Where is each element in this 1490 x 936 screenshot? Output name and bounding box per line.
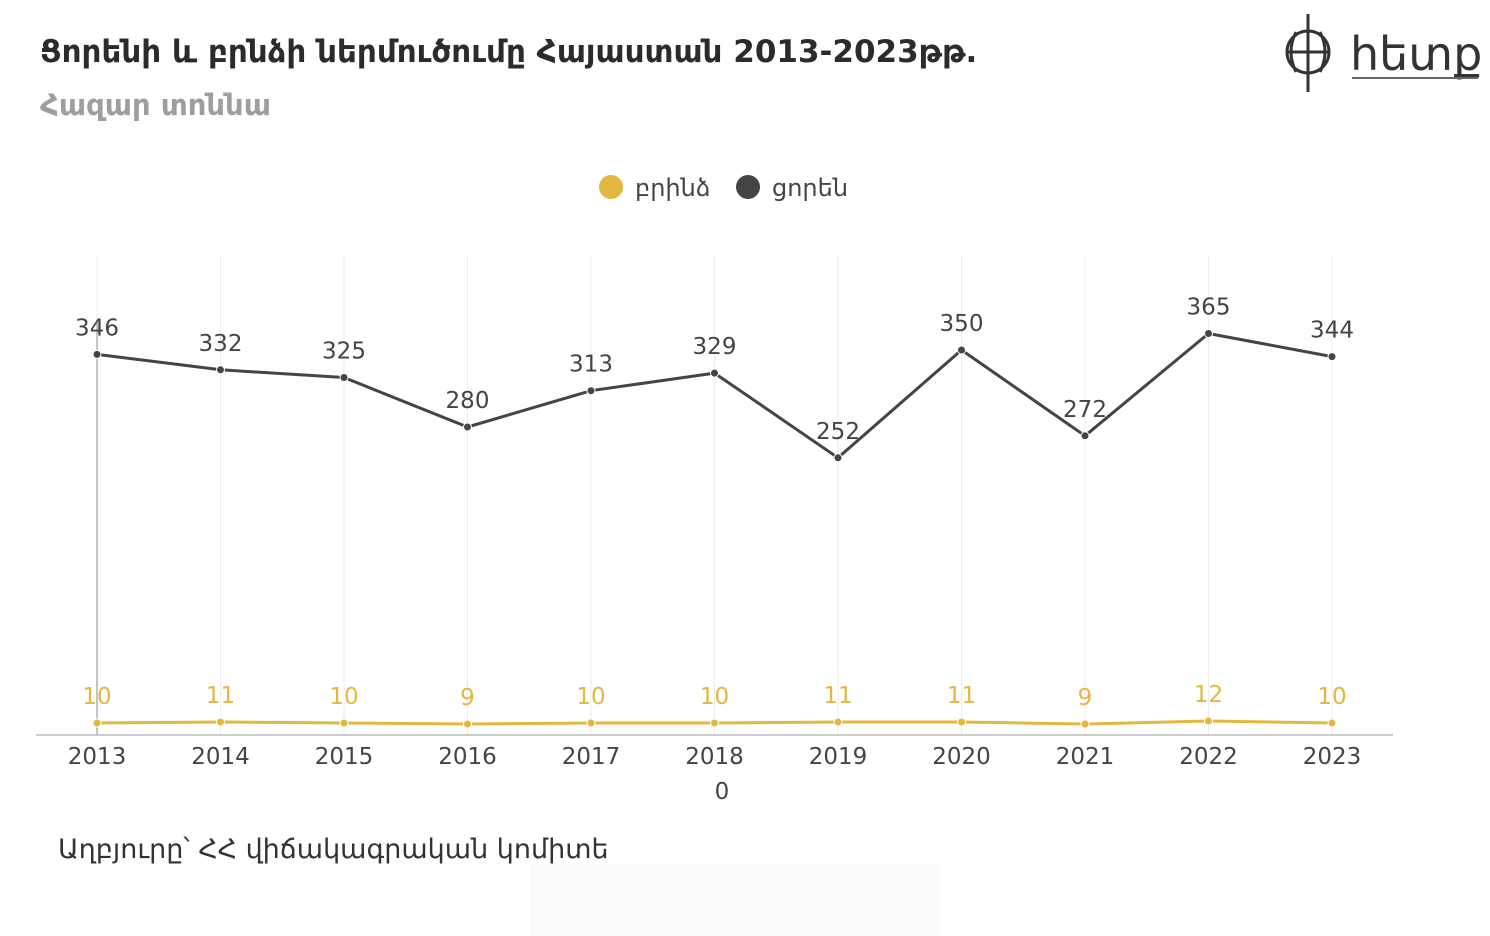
data-point	[957, 717, 966, 727]
data-point	[1204, 329, 1213, 338]
data-point	[339, 718, 349, 728]
legend-marker	[736, 175, 760, 199]
data-point	[1327, 718, 1337, 728]
data-label: 329	[693, 334, 737, 360]
data-point	[586, 718, 596, 728]
x-tick-label: 2014	[191, 744, 250, 770]
data-label: 313	[569, 352, 613, 378]
data-label: 280	[446, 388, 490, 414]
chart-series	[92, 329, 1337, 729]
data-point	[1204, 716, 1213, 726]
x-tick-label: 2021	[1056, 744, 1115, 770]
data-label: 9	[1078, 685, 1093, 711]
data-label: 252	[816, 419, 860, 445]
data-label: 350	[940, 311, 984, 337]
x-tick-label: 2016	[438, 744, 497, 770]
data-point	[92, 718, 102, 728]
x-tick-label: 2023	[1303, 744, 1362, 770]
data-point	[957, 345, 966, 355]
chart-subtitle: Հազար տոննա	[40, 88, 271, 122]
data-label: 272	[1063, 397, 1107, 423]
x-tick-label: 2020	[932, 744, 991, 770]
x-tick-label: 2013	[68, 744, 127, 770]
logo-emblem-icon	[1285, 14, 1331, 92]
data-label: 10	[576, 684, 605, 710]
data-label: 11	[823, 683, 852, 709]
data-label: 10	[82, 684, 111, 710]
data-point	[586, 386, 596, 396]
data-point	[216, 717, 225, 727]
x-tick-label: 2022	[1179, 744, 1238, 770]
data-label: 332	[199, 331, 243, 357]
data-label: 11	[947, 683, 976, 709]
line-chart: բրինձ ցորեն 2013 2014 2015 2016 2017 2018 2019 2…	[36, 174, 1393, 805]
x-tick-label: 2018	[685, 744, 744, 770]
x-tick-label: 2017	[562, 744, 621, 770]
faint-background-box	[530, 864, 940, 936]
hetq-logo: հետք	[1285, 14, 1482, 92]
data-point	[1080, 719, 1090, 729]
data-point	[833, 717, 843, 727]
x-tick-label: 2019	[809, 744, 868, 770]
data-label: 12	[1194, 682, 1223, 708]
data-label: 10	[700, 684, 729, 710]
data-point	[710, 368, 719, 378]
data-point	[92, 349, 102, 359]
x-tick-label: 2015	[315, 744, 374, 770]
source-note: Աղբյուրը՝ ՀՀ վիճակագրական կոմիտե	[58, 834, 609, 865]
data-point	[710, 718, 719, 728]
data-label: 9	[460, 685, 475, 711]
legend-label: ցորեն	[772, 174, 848, 202]
legend-label: բրինձ	[635, 174, 710, 202]
data-point	[216, 365, 225, 375]
chart-legend: բրինձ ցորեն	[599, 174, 848, 202]
chart-title: Ցորենի և բրնձի ներմուծումը Հայաստան 2013…	[40, 34, 978, 70]
legend-marker	[599, 175, 623, 199]
data-label: 10	[1317, 684, 1346, 710]
chart-data-labels: 10 11 10 9 10 10 11 11 9 12 10 346 332 325 280 313 329 25…	[75, 295, 1354, 712]
data-point	[833, 453, 843, 463]
chart-gridlines	[96, 255, 1333, 735]
data-point	[339, 373, 349, 382]
data-label: 10	[329, 684, 358, 710]
zero-label: 0	[715, 779, 730, 805]
data-point	[1080, 431, 1090, 441]
data-label: 344	[1310, 318, 1354, 344]
data-label: 346	[75, 315, 119, 341]
logo-wordmark: հետք	[1350, 27, 1482, 81]
data-point	[463, 422, 472, 432]
data-point	[463, 719, 472, 729]
data-label: 365	[1187, 295, 1231, 321]
data-point	[1327, 352, 1337, 362]
x-axis: 2013 2014 2015 2016 2017 2018 2019 2020 2021 2022…	[36, 734, 1393, 805]
data-label: 325	[322, 339, 366, 365]
data-label: 11	[206, 683, 235, 709]
